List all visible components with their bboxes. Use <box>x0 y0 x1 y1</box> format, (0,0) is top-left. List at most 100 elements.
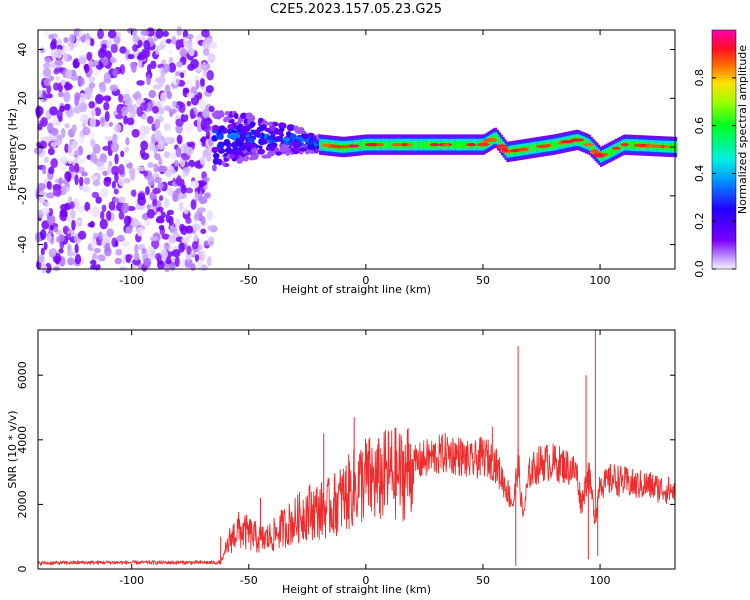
spectrogram-noise-cell <box>201 264 208 271</box>
spectrogram-peak-cell <box>322 143 329 147</box>
spectrogram-noise-cell <box>152 198 158 207</box>
spectrogram-peak-cell <box>429 143 440 147</box>
spectrogram-noise-cell <box>194 254 199 262</box>
spectrogram-cells <box>34 25 678 274</box>
spectrogram-noise-cell <box>69 201 75 210</box>
spectrogram-band-cell <box>607 149 610 157</box>
spectrogram-noise-cell <box>158 224 165 231</box>
spectrogram-transition-cell <box>238 125 246 130</box>
colorbar: 0.0 0.2 0.4 0.6 0.8 Normalized spectral ampl… <box>693 29 749 278</box>
snr-x-tick-label: -100 <box>119 574 144 587</box>
spectrogram-transition-cell <box>301 133 309 140</box>
spectrogram-y-tick-label: 20 <box>16 91 29 105</box>
spectrogram-noise-cell <box>160 250 169 259</box>
spectrogram-noise-cell <box>44 57 52 64</box>
snr-ticks: -100 -50 0 50 100 0 2000 4000 6000 <box>16 330 675 587</box>
spectrogram-noise-cell <box>182 172 187 178</box>
spectrogram-peak-cell <box>612 146 621 150</box>
spectrogram-noise-cell <box>99 153 107 164</box>
spectrogram-noise-cell <box>163 263 170 273</box>
spectrogram-noise-cell <box>189 108 195 120</box>
spectrogram-noise-cell <box>186 245 192 255</box>
spectrogram-peak-cell <box>401 143 408 147</box>
spectrogram-band-cell <box>463 140 466 149</box>
spectrogram-noise-cell <box>132 44 138 52</box>
spectrogram-noise-cell <box>148 141 157 152</box>
spectrogram-noise-cell <box>55 48 63 59</box>
spectrogram-noise-cell <box>46 84 52 94</box>
spectrogram-band-cell <box>425 140 428 149</box>
spectrogram-noise-cell <box>136 166 146 172</box>
spectrogram-noise-cell <box>43 241 48 251</box>
spectrogram-noise-cell <box>59 156 68 165</box>
spectrogram-noise-cell <box>155 48 160 55</box>
spectrogram-noise-cell <box>175 146 182 158</box>
spectrogram-transition-cell <box>229 153 235 159</box>
spectrogram-noise-cell <box>70 208 76 220</box>
spectrogram-noise-cell <box>143 39 150 50</box>
spectrogram-noise-cell <box>182 87 190 94</box>
spectrogram-noise-cell <box>114 257 122 265</box>
spectrogram-noise-cell <box>50 49 58 60</box>
spectrogram-transition-cell <box>258 138 265 144</box>
spectrogram-band-cell <box>620 142 623 150</box>
spectrogram-noise-cell <box>163 151 171 159</box>
spectrogram-band-cell <box>592 145 595 153</box>
spectrogram-noise-cell <box>62 225 69 233</box>
spectrogram-noise-cell <box>104 111 110 122</box>
spectrogram-peak-cell <box>638 143 647 148</box>
spectrogram-noise-cell <box>78 56 87 65</box>
spectrogram-noise-cell <box>96 161 105 167</box>
snr-y-tick-label: 2000 <box>16 490 29 518</box>
spectrogram-noise-cell <box>202 176 210 183</box>
spectrogram-noise-cell <box>74 174 79 186</box>
spectrogram-noise-cell <box>205 192 212 199</box>
spectrogram-noise-cell <box>106 210 112 221</box>
spectrogram-noise-cell <box>176 25 182 37</box>
spectrogram-band-cell <box>609 148 612 156</box>
spectrogram-transition-cell <box>218 110 224 117</box>
spectrogram-band-cell <box>618 143 621 151</box>
spectrogram-noise-cell <box>169 110 174 118</box>
spectrogram-noise-cell <box>163 197 170 208</box>
spectrogram-noise-cell <box>181 237 190 244</box>
spectrogram-noise-cell <box>69 33 76 44</box>
spectrogram-band-cell <box>427 140 430 149</box>
spectrogram-transition-cell <box>314 148 319 154</box>
spectrogram-noise-cell <box>118 93 124 103</box>
spectrogram-noise-cell <box>185 187 194 194</box>
spectrogram-band-cell <box>453 140 457 149</box>
spectrogram-noise-cell <box>87 222 95 228</box>
spectrogram-noise-cell <box>152 106 159 114</box>
spectrogram-noise-cell <box>77 76 85 87</box>
spectrogram-noise-cell <box>97 48 106 59</box>
spectrogram-noise-cell <box>180 184 187 194</box>
spectrogram-noise-cell <box>71 124 77 134</box>
spectrogram-noise-cell <box>108 201 116 211</box>
spectrogram-noise-cell <box>39 140 48 149</box>
spectrogram-noise-cell <box>149 235 158 242</box>
spectrogram-band-cell <box>319 140 322 149</box>
spectrogram-noise-cell <box>165 38 172 44</box>
spectrogram-x-tick-label: -50 <box>240 274 258 287</box>
spectrogram-band-cell <box>414 140 417 149</box>
spectrogram-band-cell <box>418 140 421 149</box>
spectrogram-noise-cell <box>120 150 125 158</box>
spectrogram-band-cell <box>553 140 556 149</box>
spectrogram-noise-cell <box>127 53 135 60</box>
spectrogram-noise-cell <box>60 79 66 86</box>
snr-x-tick-label: -50 <box>240 574 258 587</box>
spectrogram-noise-cell <box>205 37 213 44</box>
spectrogram-noise-cell <box>55 75 60 81</box>
spectrogram-noise-cell <box>147 246 155 253</box>
spectrogram-noise-cell <box>156 211 162 218</box>
spectrogram-noise-cell <box>146 204 151 210</box>
spectrogram-noise-cell <box>65 68 72 80</box>
spectrogram-noise-cell <box>65 109 74 118</box>
spectrogram-noise-cell <box>187 159 196 168</box>
spectrogram-noise-cell <box>37 182 46 191</box>
spectrogram-peak-cell <box>485 137 497 142</box>
spectrogram-noise-cell <box>104 50 112 60</box>
spectrogram-noise-cell <box>47 147 55 156</box>
spectrogram-panel: -100 -50 0 50 100 -40 -20 0 20 40 Height of strai… <box>6 25 678 296</box>
